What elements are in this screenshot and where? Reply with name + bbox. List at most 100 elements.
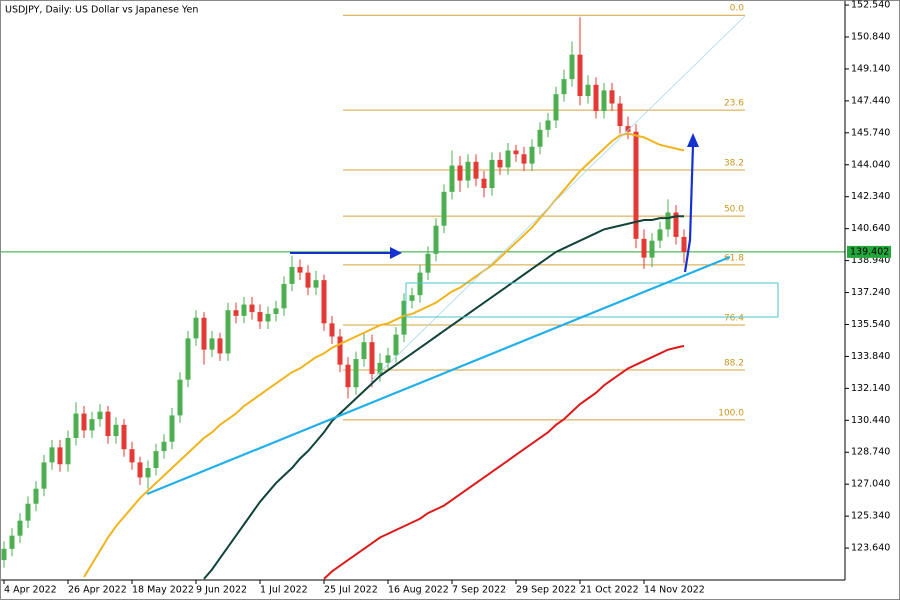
candle-body [217, 338, 223, 354]
candle-body [385, 355, 391, 363]
candle-body [25, 503, 31, 521]
candle-body [593, 84, 599, 112]
candle-body [473, 161, 479, 179]
candle-body [465, 161, 471, 181]
fib-label: 88.2 [724, 358, 744, 368]
candle-body [89, 419, 95, 431]
candle-body [393, 334, 399, 356]
candle-body [377, 362, 383, 375]
y-tick-label: 140.640 [851, 223, 890, 234]
arrow-head [687, 133, 699, 147]
zone-box [405, 282, 779, 318]
candle-body [441, 191, 447, 226]
candle-body [321, 280, 327, 324]
y-tick-label: 145.740 [851, 127, 890, 138]
candle-body [41, 462, 47, 489]
x-tick-label: 9 Jun 2022 [196, 585, 247, 596]
candle-body [73, 413, 79, 438]
y-tick-label: 127.040 [851, 479, 890, 490]
candle-body [297, 266, 303, 273]
candle-body [633, 131, 639, 239]
x-tick-label: 25 Jul 2022 [324, 585, 378, 596]
candle-body [601, 90, 607, 112]
fib-label: 61.8 [724, 253, 744, 263]
candle-body [505, 150, 511, 168]
candle-body [481, 178, 487, 189]
candle-body [1, 548, 7, 561]
x-tick-label: 7 Sep 2022 [452, 585, 506, 596]
candle-body [337, 336, 343, 365]
candle-body [369, 342, 375, 375]
candle-body [673, 212, 679, 237]
candle-body [161, 441, 167, 452]
candle-body [521, 154, 527, 164]
candle-body [281, 283, 287, 309]
x-tick-label: 21 Oct 2022 [580, 585, 639, 596]
candle-body [305, 272, 311, 288]
candle-body [657, 229, 663, 241]
candle-body [193, 317, 199, 339]
y-tick-label: 147.440 [851, 95, 890, 106]
candle-body [529, 146, 535, 164]
x-tick-label: 29 Sep 2022 [516, 585, 576, 596]
fib-label: 23.6 [724, 99, 744, 109]
candle-body [561, 79, 567, 95]
candle-body [345, 364, 351, 388]
candle-body [313, 280, 319, 288]
candle-body [145, 468, 151, 478]
moving-average [83, 132, 685, 578]
candle-body [609, 90, 615, 104]
candle-body [513, 150, 519, 155]
candle-body [97, 411, 103, 420]
y-tick-label: 152.540 [851, 0, 890, 11]
candle-body [401, 300, 407, 335]
candle-body [129, 449, 135, 463]
candle-body [57, 447, 63, 465]
plot-layer: 0.0 23.6 38.2 50.0 61.8 76.4 88.2 100.0 [0, 4, 845, 580]
last-price-box [847, 245, 891, 258]
moving-average [323, 344, 685, 580]
y-tick-label: 133.840 [851, 351, 890, 362]
x-tick-label: 4 Apr 2022 [4, 585, 57, 596]
candle-body [33, 488, 39, 504]
candle-body [105, 411, 111, 437]
candle-body [201, 317, 207, 350]
candle-body [489, 159, 495, 189]
x-tick-label: 14 Nov 2022 [644, 585, 705, 596]
diagonal-line [369, 15, 746, 383]
trend-line [146, 255, 731, 496]
candle-body [457, 165, 463, 181]
candle-body [537, 129, 543, 147]
y-tick-label: 138.940 [851, 255, 890, 266]
candle-body [497, 159, 503, 168]
candle-body [265, 313, 271, 322]
candle-body [17, 520, 23, 536]
fib-label: 76.4 [724, 314, 744, 324]
candle-body [113, 424, 119, 437]
candle-body [225, 310, 231, 354]
y-tick-label: 142.340 [851, 191, 890, 202]
candle-body [249, 304, 255, 313]
y-tick-label: 144.040 [851, 159, 890, 170]
candle-body [241, 304, 247, 316]
fib-label: 38.2 [724, 159, 744, 169]
candle-body [361, 342, 367, 360]
y-tick-label: 132.140 [851, 383, 890, 394]
y-tick-label: 128.740 [851, 447, 890, 458]
candle-body [569, 54, 575, 80]
y-tick-label: 123.640 [851, 543, 890, 554]
candle-body [177, 379, 183, 416]
candle-body [257, 312, 263, 322]
y-tick-label: 150.840 [851, 32, 890, 43]
fib-label: 50.0 [724, 205, 744, 215]
candle-body [577, 54, 583, 97]
candle-body [625, 126, 631, 132]
candle-body [9, 535, 15, 549]
y-tick-label: 149.140 [851, 63, 890, 74]
candle-body [665, 212, 671, 230]
candle-body [681, 236, 687, 252]
candle-body [65, 437, 71, 465]
candle-body [209, 338, 215, 350]
